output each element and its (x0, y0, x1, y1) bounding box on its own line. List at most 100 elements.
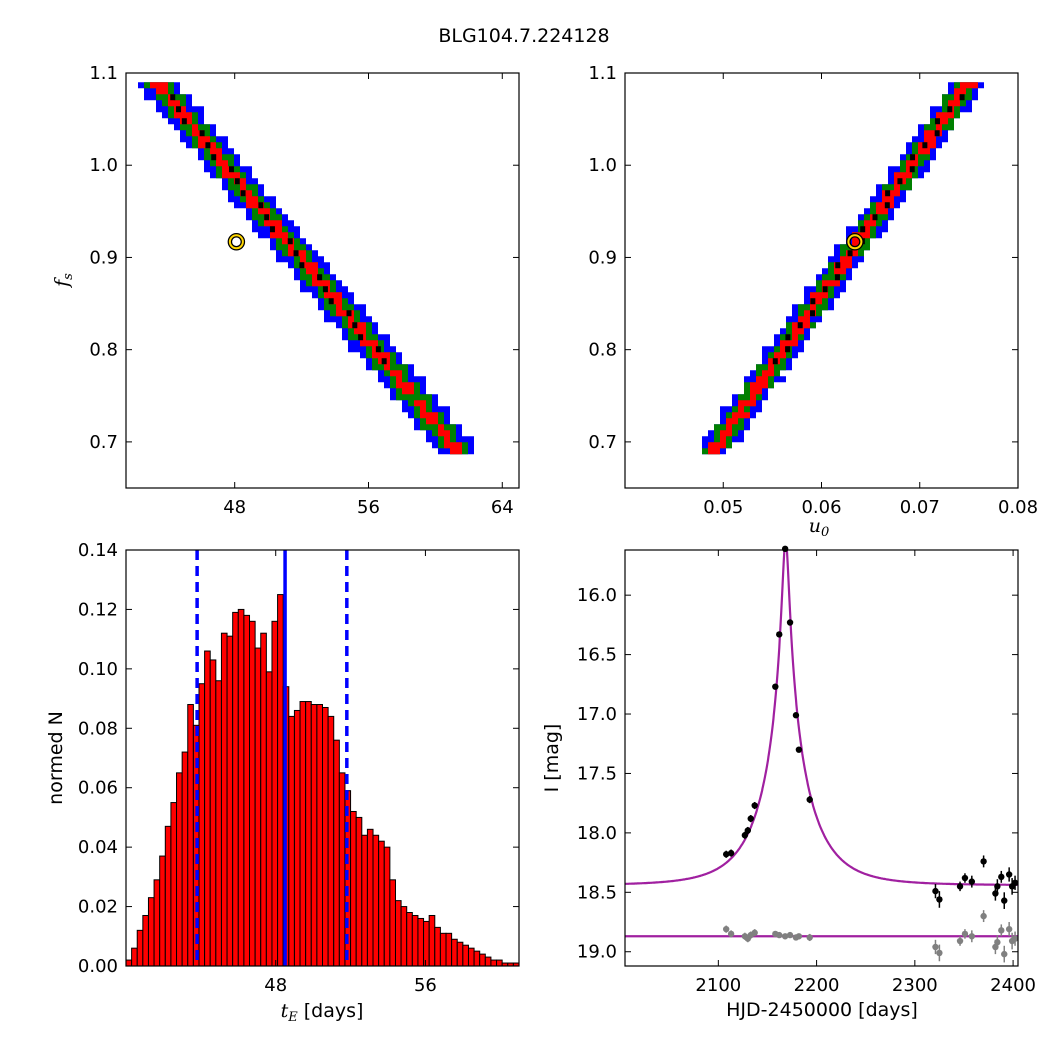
y-tick-label: 17.5 (577, 763, 617, 784)
y-axis-label-mag: I [mag] (541, 724, 563, 793)
histogram-bar (215, 680, 222, 967)
density-peak-cell (181, 118, 187, 125)
histogram-bar (411, 914, 419, 967)
density-peak-cell (228, 166, 234, 173)
y-tick-label: 18.5 (577, 882, 617, 903)
histogram-bar (299, 701, 307, 967)
x-axis-label-u0: u0 (809, 515, 830, 540)
residual-point (806, 934, 813, 941)
density-peak-cell (797, 322, 803, 329)
residual-point (727, 930, 735, 938)
density-peak-cell (352, 322, 358, 329)
residual-point (998, 927, 1005, 934)
histogram-bar (204, 650, 211, 967)
y-tick-label: 1.0 (89, 155, 118, 176)
data-point (936, 896, 943, 903)
density-peak-cell (211, 154, 217, 161)
y-tick-label: 16.0 (577, 585, 617, 606)
x-tick-label: 48 (223, 497, 246, 518)
data-point (795, 746, 803, 753)
data-point (980, 858, 987, 865)
data-point (1005, 871, 1013, 878)
best-fit-marker (847, 234, 863, 250)
histogram-bar (181, 751, 189, 967)
y-tick-label: 16.5 (577, 645, 617, 666)
histogram-bar (473, 950, 481, 967)
data-point (744, 827, 752, 834)
density-peak-cell (922, 142, 928, 149)
x-axis-label-hjd: HJD-2450000 [days] (726, 999, 918, 1021)
residual-point (786, 931, 794, 939)
y-axis-label-fs: fs (51, 273, 76, 289)
histogram-bar (383, 846, 391, 967)
density-peak-cell (234, 178, 240, 185)
figure-title: BLG104.7.224128 (438, 25, 609, 47)
density-peak-cell (835, 262, 841, 269)
density-peak-cell (884, 202, 890, 209)
y-tick-label: 0.9 (89, 247, 118, 268)
histogram-bar (496, 959, 503, 967)
data-point (1001, 897, 1008, 904)
histogram-bar (260, 632, 267, 967)
residual-point (722, 925, 730, 933)
histogram-bar (350, 810, 357, 967)
histogram-bar (322, 706, 329, 967)
x-tick-label: 48 (264, 975, 287, 996)
best-fit-marker (228, 234, 244, 250)
density-peak-cell (240, 190, 246, 197)
histogram-bar (187, 704, 194, 967)
histogram-bar (226, 635, 234, 967)
x-tick-label: 2400 (990, 975, 1036, 996)
y-tick-label: 0.14 (78, 540, 118, 561)
data-point (792, 712, 800, 719)
x-axis-label-tE: tE [days] (281, 1000, 364, 1025)
density-peak-cell (772, 358, 778, 365)
density-peak-cell (381, 358, 387, 365)
x-axis-label-tE-main: t (281, 1000, 289, 1022)
data-point (727, 849, 735, 857)
x-tick-label: 0.05 (703, 497, 743, 518)
histogram-bar (445, 932, 453, 967)
y-tick-label: 0.08 (78, 718, 118, 739)
y-tick-label: 1.1 (89, 63, 118, 84)
histogram-bar (462, 944, 469, 967)
x-tick-label: 2200 (794, 975, 840, 996)
panel-tE-histogram: 48 56 0.00 0.02 0.04 0.06 0.08 0.10 0.12 0.14 (78, 540, 520, 996)
y-tick-label: 0.06 (78, 778, 118, 799)
data-point (786, 619, 794, 626)
density-peak-cell (322, 286, 328, 293)
histogram-bar (456, 941, 464, 967)
x-axis-label-u0-main: u (809, 515, 821, 537)
residual-point (1001, 950, 1008, 958)
y-tick-label: 0.12 (78, 599, 118, 620)
density-peak-cell (910, 154, 916, 161)
residual-point (956, 937, 964, 945)
histogram-bar (209, 659, 217, 967)
density-peak-cell (810, 310, 816, 317)
residual-point (751, 929, 758, 936)
density-peak-cell (834, 274, 840, 281)
histogram-bar (389, 879, 396, 967)
residual-point (932, 943, 939, 951)
residual-point (980, 912, 987, 920)
x-tick-label: 56 (357, 497, 380, 518)
y-tick-label: 1.0 (588, 155, 617, 176)
data-point (722, 851, 730, 858)
histogram-bar (372, 834, 380, 967)
density-peak-cell (909, 166, 915, 173)
density-peak-cell (959, 94, 965, 101)
density-peak-cell (317, 274, 323, 281)
histogram-bar (467, 947, 475, 967)
density-peak-cell (947, 106, 953, 113)
histogram-bar (249, 620, 256, 967)
density-peak-cell (199, 130, 205, 137)
histogram-bar (439, 932, 447, 967)
histogram-bar (254, 647, 262, 967)
y-axis-label-normed-n: normed N (45, 711, 67, 805)
histogram-bar (271, 620, 279, 967)
density-peak-cell (860, 226, 866, 233)
density-peak-cell (328, 298, 334, 305)
histogram-bar (220, 632, 228, 967)
histogram-bar (164, 825, 172, 967)
